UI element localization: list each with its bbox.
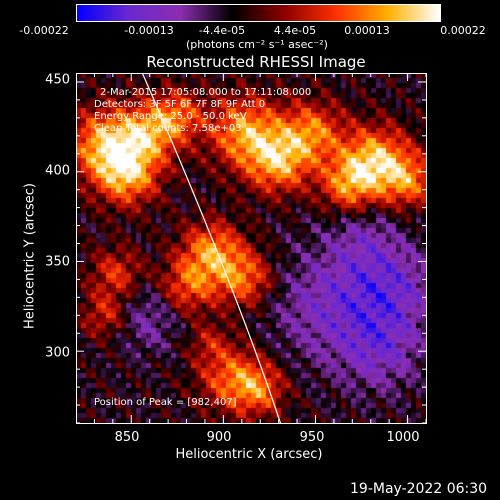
y-axis-label: Heliocentric Y (arcsec) xyxy=(22,183,38,329)
colorbar-units: (photons cm⁻² s⁻¹ asec⁻²) xyxy=(186,38,328,51)
colorbar-tick-5: 0.00022 xyxy=(440,24,486,37)
y-tick-400: 400 xyxy=(45,163,70,179)
colorbar-frame xyxy=(76,4,441,22)
colorbar-tick-3: 4.4e-05 xyxy=(273,24,317,37)
colorbar-tick-2: -4.4e-05 xyxy=(198,24,246,37)
x-axis-label: Heliocentric X (arcsec) xyxy=(175,447,323,462)
annotation-detectors: Detectors: 3F 5F 6F 7F 8F 9F Att 0 xyxy=(94,99,266,110)
colorbar-tick-0: -0.00022 xyxy=(19,24,69,37)
colorbar xyxy=(76,4,440,21)
heatmap-image xyxy=(76,73,426,423)
y-tick-300: 300 xyxy=(45,345,70,361)
x-tick-950: 950 xyxy=(299,430,325,445)
axis-ticks xyxy=(76,73,427,424)
y-tick-350: 350 xyxy=(45,254,70,270)
x-tick-1000: 1000 xyxy=(386,430,420,445)
chart-title: Reconstructed RHESSI Image xyxy=(146,53,366,71)
colorbar-tick-4: 0.00013 xyxy=(344,24,390,37)
footer-date: 19-May-2022 06:30 xyxy=(350,481,488,497)
annotation-peak-position: Position of Peak = [982,407] xyxy=(94,397,237,408)
y-tick-450: 450 xyxy=(45,72,70,88)
colorbar-tick-1: -0.00013 xyxy=(124,24,174,37)
annotation-method: Clean Total counts: 7.58e+03 xyxy=(94,123,242,134)
x-tick-900: 900 xyxy=(206,430,232,445)
solar-limb-curve xyxy=(141,72,282,424)
annotation-energy: Energy Range: 25.0 - 50.0 keV xyxy=(94,111,247,122)
plot-frame xyxy=(76,73,427,424)
x-tick-850: 850 xyxy=(114,430,140,445)
annotation-time: 2-Mar-2015 17:05:08.000 to 17:11:08.000 xyxy=(100,87,312,98)
